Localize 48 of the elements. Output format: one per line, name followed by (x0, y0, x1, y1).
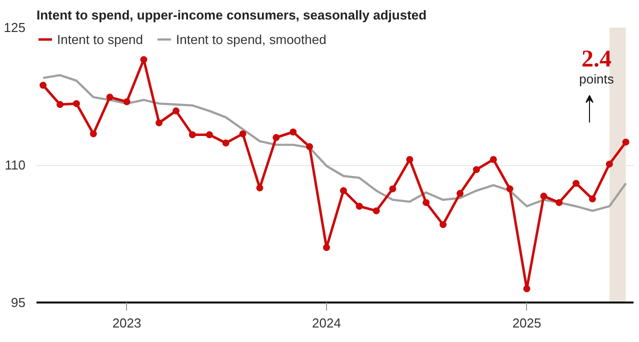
point (406, 156, 414, 163)
x-tick-label: 2024 (312, 316, 341, 330)
point (239, 130, 246, 138)
point (306, 143, 314, 150)
point (440, 221, 447, 228)
point (523, 285, 530, 292)
point (506, 185, 514, 192)
point (106, 94, 114, 101)
point (323, 244, 330, 251)
point (456, 190, 464, 197)
point (56, 101, 64, 108)
point (256, 184, 264, 192)
chart-title: Intent to spend, upper-income consumers, seasonally adjusted (36, 8, 427, 22)
point (356, 202, 363, 210)
x-tick-label: 2025 (512, 316, 542, 330)
point (572, 180, 580, 187)
point (588, 195, 596, 202)
line-series (42, 74, 627, 212)
point (156, 119, 163, 126)
point (272, 134, 280, 141)
y-tick-label: 110 (4, 158, 26, 172)
x-tick-label: 2023 (112, 316, 142, 330)
point (172, 107, 180, 114)
point (90, 130, 97, 138)
point (389, 185, 396, 192)
point (372, 207, 380, 214)
point (290, 128, 297, 136)
y-tick-label: 95 (11, 295, 26, 310)
point (140, 56, 148, 64)
point (40, 82, 47, 89)
point (540, 192, 548, 200)
point (622, 138, 630, 146)
annotation: 2.4 (582, 46, 612, 72)
point (72, 100, 80, 108)
y-tick-label: 125 (4, 20, 26, 35)
legend-label: Intent to spend (57, 32, 144, 46)
point (556, 199, 563, 206)
point (422, 199, 430, 206)
point (123, 98, 130, 106)
point (340, 187, 347, 194)
point (472, 166, 480, 174)
point (490, 156, 497, 163)
point (222, 140, 230, 146)
annotation: points (579, 72, 614, 86)
point (206, 131, 213, 138)
legend-label: Intent to spend, smoothed (176, 32, 326, 46)
point (606, 160, 613, 168)
point (188, 131, 196, 138)
